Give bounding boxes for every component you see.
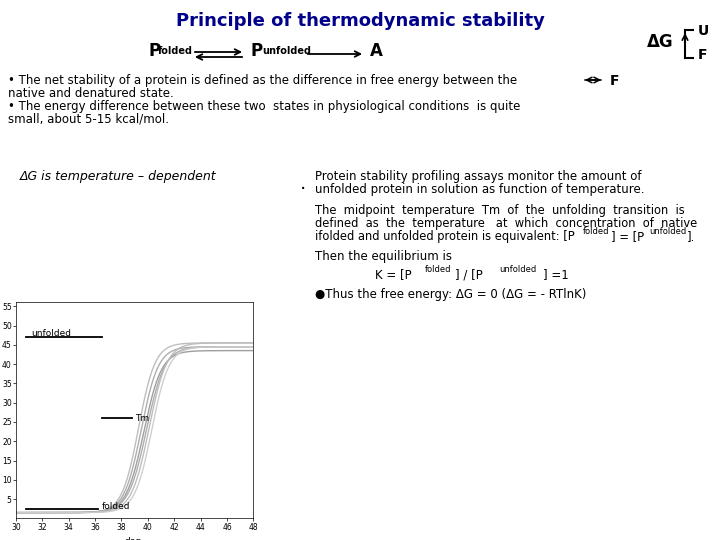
Text: ●Thus the free energy: ΔG = 0 (ΔG = - RTlnK): ●Thus the free energy: ΔG = 0 (ΔG = - RT…	[315, 288, 586, 301]
Text: unfolded: unfolded	[499, 265, 536, 274]
Text: defined  as  the  temperature   at  which  concentration  of  native: defined as the temperature at which conc…	[315, 217, 697, 230]
Text: Principle of thermodynamic stability: Principle of thermodynamic stability	[176, 12, 544, 30]
Text: Protein stability profiling assays monitor the amount of: Protein stability profiling assays monit…	[315, 170, 642, 183]
Text: native and denatured state.: native and denatured state.	[8, 87, 174, 100]
Text: A: A	[370, 42, 383, 60]
X-axis label: deg.: deg.	[125, 537, 145, 540]
Text: unfolded: unfolded	[649, 227, 686, 236]
Text: folded: folded	[425, 265, 451, 274]
Text: ] = [P: ] = [P	[611, 230, 644, 243]
Text: P: P	[148, 42, 160, 60]
Text: U: U	[698, 24, 709, 38]
Text: • The energy difference between these two  states in physiological conditions  i: • The energy difference between these tw…	[8, 100, 521, 113]
Text: folded: folded	[583, 227, 610, 236]
Text: Then the equilibrium is: Then the equilibrium is	[315, 250, 452, 263]
Text: ΔG is temperature – dependent: ΔG is temperature – dependent	[20, 170, 217, 183]
Text: The  midpoint  temperature  Tm  of  the  unfolding  transition  is: The midpoint temperature Tm of the unfol…	[315, 204, 685, 217]
Text: folded: folded	[158, 46, 193, 56]
Text: ] / [P: ] / [P	[455, 268, 482, 281]
Text: folded: folded	[102, 502, 130, 511]
Text: • The net stability of a protein is defined as the difference in free energy bet: • The net stability of a protein is defi…	[8, 74, 517, 87]
Text: ] =1: ] =1	[543, 268, 569, 281]
Text: Tm: Tm	[135, 414, 149, 423]
Text: K = [P: K = [P	[375, 268, 412, 281]
Text: unfolded: unfolded	[262, 46, 311, 56]
Text: unfolded: unfolded	[32, 329, 72, 338]
Text: unfolded protein in solution as function of temperature.: unfolded protein in solution as function…	[315, 183, 644, 196]
Text: P: P	[250, 42, 262, 60]
Text: small, about 5-15 kcal/mol.: small, about 5-15 kcal/mol.	[8, 113, 169, 126]
Text: ].: ].	[687, 230, 696, 243]
Text: ·: ·	[300, 180, 306, 199]
Text: ifolded and unfolded protein is equivalent: [P: ifolded and unfolded protein is equivale…	[315, 230, 575, 243]
Text: F: F	[698, 48, 708, 62]
Text: ΔG: ΔG	[647, 33, 673, 51]
Text: F: F	[610, 74, 619, 88]
